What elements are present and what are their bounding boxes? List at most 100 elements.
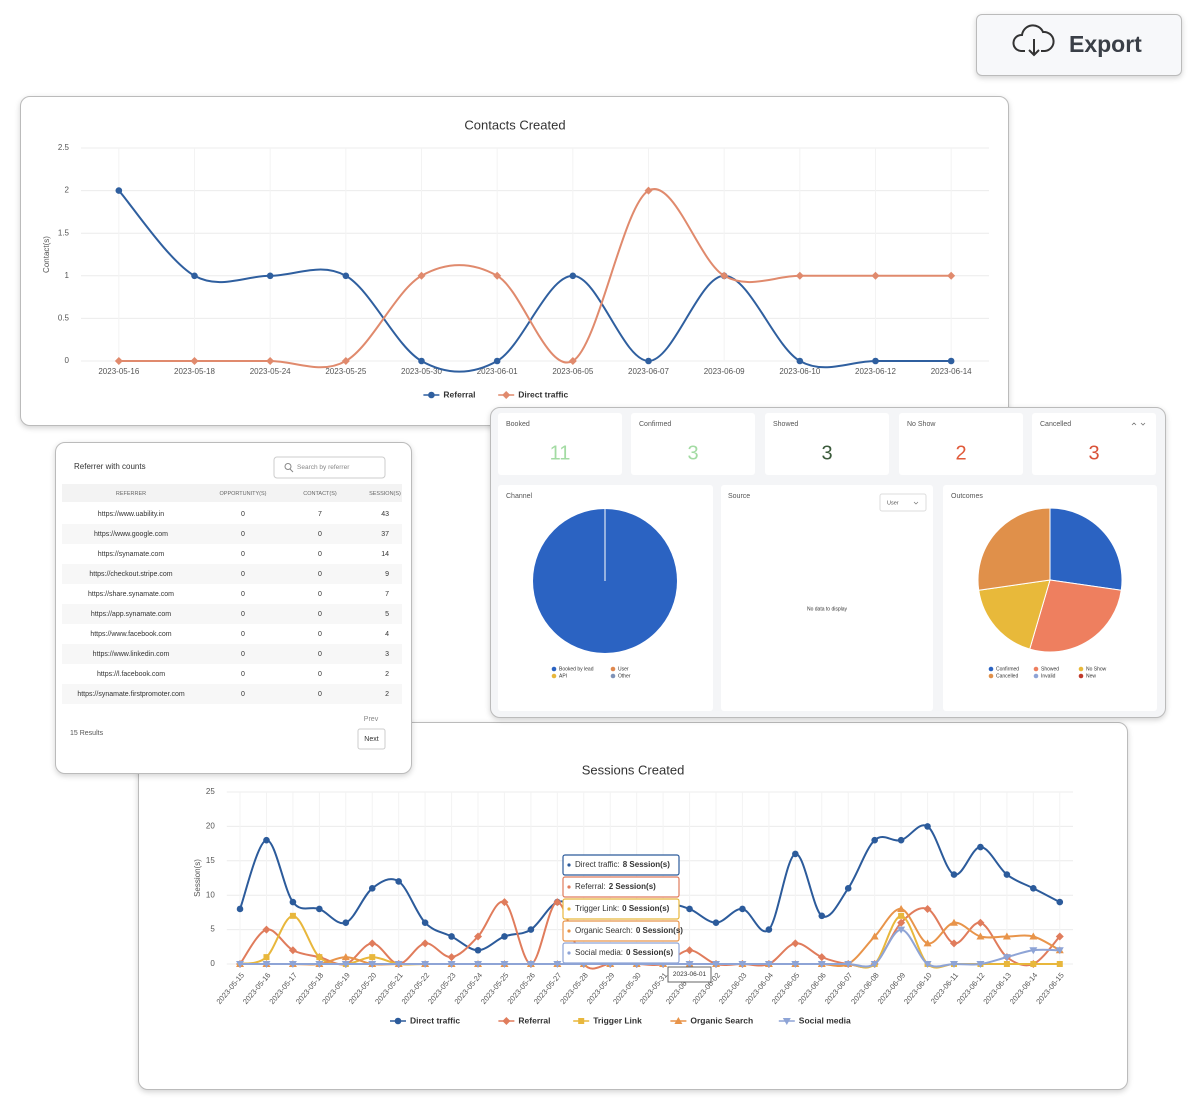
y-tick-label: 0.5 xyxy=(58,314,70,323)
prev-button[interactable]: Prev xyxy=(364,716,379,723)
sort-chevrons xyxy=(1131,422,1146,426)
marker xyxy=(645,357,652,365)
marker xyxy=(950,961,959,968)
table-cell: https://www.facebook.com xyxy=(90,631,171,638)
legend-label: Invalid xyxy=(1041,673,1056,679)
marker xyxy=(501,933,508,940)
search-icon xyxy=(284,463,292,470)
x-tick-label: 2023-06-05 xyxy=(552,367,593,376)
legend-item[interactable]: Social media xyxy=(778,1015,851,1025)
row-stripe xyxy=(62,564,402,584)
search-placeholder: Search by referrer xyxy=(297,464,350,471)
tooltip-label: Direct traffic: xyxy=(575,860,620,869)
marker xyxy=(976,932,985,940)
x-tick-label: 2023-05-16 xyxy=(98,367,139,376)
y-tick-label: 2 xyxy=(65,186,70,195)
tooltip-item: Referral: 2 Session(s) xyxy=(562,876,680,898)
table-cell: 0 xyxy=(318,591,322,598)
legend-item[interactable]: Direct traffic xyxy=(390,1015,460,1025)
table-cell: 0 xyxy=(241,691,245,698)
legend-label: Social media xyxy=(799,1015,851,1025)
tooltip-item: Social media: 0 Session(s) xyxy=(562,942,680,964)
y-tick-label: 0 xyxy=(210,959,215,968)
marker xyxy=(421,939,430,948)
next-button[interactable] xyxy=(357,728,386,750)
marker xyxy=(976,961,985,968)
marker xyxy=(421,919,429,927)
marker xyxy=(474,961,483,968)
tooltip-x-label: 2023-06-01 xyxy=(673,971,707,978)
marker xyxy=(791,939,800,948)
legend-item[interactable]: Referral xyxy=(423,389,476,399)
marker xyxy=(342,919,350,927)
marker xyxy=(500,961,509,968)
contacts-chart: Contacts Created Contact(s) 0 0.5 1 1.5 2 2.5 20… xyxy=(42,117,989,399)
legend-item[interactable]: Trigger Link xyxy=(573,1015,642,1025)
tooltip-text: Social media: 0 Session(s) xyxy=(575,948,673,957)
marker xyxy=(765,926,773,933)
table-cell: https://www.google.com xyxy=(94,531,168,538)
row-stripe xyxy=(62,644,402,664)
legend-label: Other xyxy=(618,673,631,679)
marker xyxy=(289,912,296,919)
search-box[interactable] xyxy=(273,456,386,479)
tooltip-text: Trigger Link: 0 Session(s) xyxy=(575,904,670,913)
marker xyxy=(526,961,535,968)
marker xyxy=(644,186,653,195)
table-cell: https://www.linkedin.com xyxy=(93,651,170,658)
table-cell: 0 xyxy=(318,531,322,538)
tooltip-bullet xyxy=(567,863,571,867)
legend-swatch xyxy=(1078,666,1084,672)
y-tick-label: 2.5 xyxy=(58,143,70,152)
y-tick-label: 15 xyxy=(206,856,215,865)
tooltip-box xyxy=(562,876,680,898)
marker xyxy=(493,357,501,365)
marker xyxy=(418,357,425,365)
table-cell: 0 xyxy=(241,651,245,658)
legend-label: User xyxy=(618,666,629,672)
filter-value: User xyxy=(887,500,899,506)
legend-item[interactable]: Referral xyxy=(498,1015,551,1025)
marker xyxy=(950,871,958,878)
marker xyxy=(342,272,350,280)
marker xyxy=(236,905,244,913)
stat-value: 11 xyxy=(550,442,571,464)
stat-label: Confirmed xyxy=(639,421,671,428)
marker xyxy=(474,932,483,941)
legend-swatch xyxy=(988,666,994,672)
table-cell: 0 xyxy=(318,611,322,618)
x-tick-label: 2023-05-25 xyxy=(325,367,366,376)
marker xyxy=(369,954,376,961)
marker xyxy=(568,357,577,365)
marker xyxy=(447,953,456,962)
marker xyxy=(341,961,350,968)
y-tick-label: 20 xyxy=(206,822,215,831)
legend-item[interactable]: Direct traffic xyxy=(498,389,569,399)
legend-label: Organic Search xyxy=(690,1015,753,1025)
marker xyxy=(500,898,509,907)
stats-panel: Booked 11 Confirmed 3 Showed 3 No Show 2 Cancell… xyxy=(498,413,1157,711)
marker xyxy=(316,954,323,961)
legend-item[interactable]: Organic Search xyxy=(670,1015,753,1025)
table-cell: 0 xyxy=(318,571,322,578)
tooltip-item: Trigger Link: 0 Session(s) xyxy=(562,898,680,920)
marker xyxy=(792,850,799,858)
tooltip-item: Organic Search: 0 Session(s) xyxy=(562,920,683,942)
legend-label: Trigger Link xyxy=(593,1015,642,1025)
x-tick-label: 2023-05-18 xyxy=(174,367,215,376)
filter-dropdown[interactable] xyxy=(879,493,927,512)
marker xyxy=(844,961,853,968)
table-cell: 43 xyxy=(381,511,389,518)
marker xyxy=(1002,932,1011,940)
marker xyxy=(947,271,956,280)
chart-title: Sessions Created xyxy=(582,762,685,777)
export-button[interactable]: Export xyxy=(976,14,1182,76)
y-tick-label: 1 xyxy=(65,271,70,280)
stat-label: Booked xyxy=(506,421,530,428)
marker xyxy=(502,1017,511,1025)
y-tick-label: 0 xyxy=(65,356,70,365)
marker xyxy=(720,271,729,280)
marker xyxy=(897,836,905,844)
marker xyxy=(796,357,804,365)
marker xyxy=(1029,947,1038,955)
